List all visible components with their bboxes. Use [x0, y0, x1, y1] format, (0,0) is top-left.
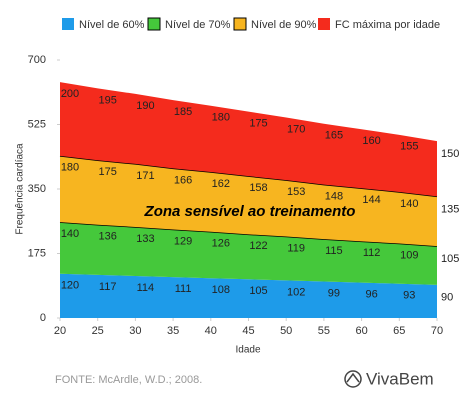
x-tick-label: 55	[318, 325, 330, 337]
legend-swatch	[233, 17, 247, 31]
x-tick-label: 45	[242, 325, 254, 337]
x-tick-label: 70	[431, 325, 443, 337]
data-label: 190	[136, 100, 154, 112]
data-label: 115	[325, 245, 343, 257]
data-label: 160	[362, 135, 380, 147]
logo-icon	[344, 370, 362, 388]
data-label: 105	[441, 253, 459, 265]
area	[60, 82, 437, 197]
x-axis-label: Idade	[235, 345, 260, 356]
x-tick-label: 40	[205, 325, 217, 337]
x-tick-label: 30	[129, 325, 141, 337]
data-label: 165	[325, 130, 343, 142]
data-label: 150	[441, 148, 459, 160]
data-label: 195	[99, 94, 117, 106]
legend-label: Nível de 70%	[165, 19, 231, 31]
data-label: 153	[287, 186, 305, 198]
data-label: 120	[61, 280, 79, 292]
data-label: 90	[441, 292, 453, 304]
data-label: 122	[249, 240, 267, 252]
data-label: 158	[249, 182, 267, 194]
data-label: 108	[212, 284, 230, 296]
legend-label: FC máxima por idade	[335, 19, 440, 31]
data-label: 185	[174, 106, 192, 118]
source: FONTE: McArdle, W.D.; 2008.	[55, 374, 202, 386]
data-label: 180	[61, 162, 79, 174]
legend-label: Nível de 60%	[79, 19, 145, 31]
y-tick-label: 525	[28, 118, 46, 130]
data-label: 200	[61, 88, 79, 100]
areas	[59, 82, 438, 318]
data-label: 102	[287, 286, 305, 298]
x-tick-label: 65	[393, 325, 405, 337]
logo: VivaBem	[366, 369, 434, 388]
data-label: 96	[365, 289, 377, 301]
data-label: 99	[328, 287, 340, 299]
data-label: 148	[325, 190, 343, 202]
data-label: 180	[212, 112, 230, 124]
legend-swatch	[62, 18, 74, 30]
data-label: 171	[136, 170, 154, 182]
data-labels: 120 117 114 111 108 105 102 99 96 93 90 140 136 133 12…	[61, 88, 460, 304]
data-label: 93	[403, 290, 415, 302]
data-label: 140	[61, 228, 79, 240]
data-label: 140	[400, 198, 418, 210]
y-tick-label: 0	[40, 312, 46, 324]
x-tick-label: 60	[355, 325, 367, 337]
data-label: 133	[136, 233, 154, 245]
data-label: 112	[363, 247, 381, 259]
y-tick-label: 175	[28, 247, 46, 259]
data-label: 117	[99, 281, 117, 293]
data-label: 129	[174, 235, 192, 247]
data-label: 126	[212, 238, 230, 250]
data-label: 119	[287, 242, 305, 254]
data-label: 135	[441, 203, 459, 215]
legend-swatch	[147, 17, 161, 31]
x-tick-label: 35	[167, 325, 179, 337]
y-tick-label: 350	[28, 183, 46, 195]
data-label: 111	[175, 283, 192, 295]
x-tick-label: 50	[280, 325, 292, 337]
legend-label: Nível de 90%	[251, 19, 317, 31]
y-axis-label: Frequência cardíaca	[15, 143, 26, 235]
area	[60, 155, 437, 247]
data-label: 175	[99, 166, 117, 178]
data-label: 109	[400, 249, 418, 261]
data-label: 166	[174, 174, 192, 186]
x-tick-label: 20	[54, 325, 66, 337]
area	[60, 222, 437, 285]
legend-swatch	[318, 18, 330, 30]
data-label: 170	[287, 123, 305, 135]
data-label: 105	[249, 285, 267, 297]
data-label: 144	[362, 194, 380, 206]
data-label: 155	[400, 141, 418, 153]
annotation: Zona sensível ao treinamento	[144, 203, 356, 220]
area	[60, 273, 437, 318]
y-tick-label: 700	[28, 54, 46, 66]
data-label: 136	[99, 231, 117, 243]
data-label: 175	[249, 118, 267, 130]
data-label: 162	[212, 178, 230, 190]
data-label: 114	[137, 282, 155, 294]
x-tick-label: 25	[92, 325, 104, 337]
